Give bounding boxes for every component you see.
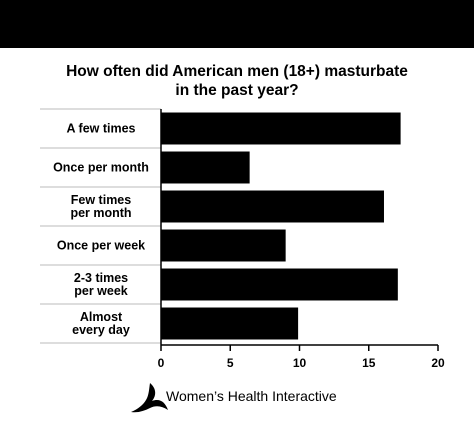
x-tick-label: 20 xyxy=(431,356,445,370)
x-tick-label: 10 xyxy=(293,356,307,370)
y-tick-label: Almost every day xyxy=(72,309,130,337)
bar xyxy=(161,151,250,184)
y-tick-label: Once per month xyxy=(53,160,149,174)
x-tick-label: 5 xyxy=(227,356,234,370)
chart-title: How often did American men (18+) masturb… xyxy=(66,63,408,99)
y-tick-label: Few times per month xyxy=(70,192,132,220)
bar xyxy=(161,307,299,340)
brand: Women’s Health Interactive xyxy=(166,388,337,404)
y-tick-label: 2-3 times per week xyxy=(73,270,129,298)
x-tick-label: 15 xyxy=(362,356,376,370)
y-tick-label: Once per week xyxy=(56,238,146,252)
logo-icon xyxy=(131,383,168,413)
bar xyxy=(161,268,398,301)
header-bar xyxy=(0,0,474,48)
bar xyxy=(161,112,401,145)
bar xyxy=(161,190,384,223)
bar xyxy=(161,229,286,262)
x-tick-label: 0 xyxy=(158,356,165,370)
y-tick-label: A few times xyxy=(66,121,136,135)
